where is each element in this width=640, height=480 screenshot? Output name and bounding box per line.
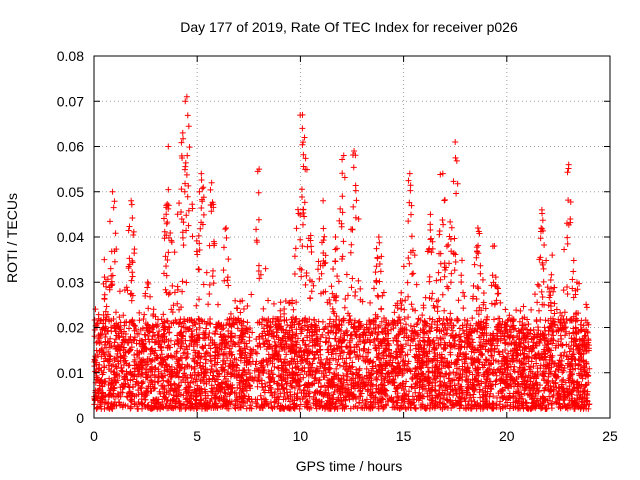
data-point [203, 349, 210, 356]
data-point [163, 317, 170, 324]
data-point [224, 316, 231, 323]
data-point [531, 291, 538, 298]
data-point [561, 309, 568, 316]
data-point [329, 290, 336, 297]
data-point [183, 354, 190, 361]
data-point [249, 329, 256, 336]
data-point [396, 314, 403, 321]
data-point [335, 356, 342, 363]
data-point [136, 317, 143, 324]
data-point [439, 217, 446, 224]
data-point [398, 289, 405, 296]
data-point [120, 333, 127, 340]
data-point [227, 310, 234, 317]
data-point [232, 397, 239, 404]
data-point [405, 314, 412, 321]
data-point [464, 317, 471, 324]
data-point [403, 326, 410, 333]
chart-title: Day 177 of 2019, Rate Of TEC Index for r… [180, 19, 518, 35]
data-points [91, 93, 593, 412]
data-point [397, 297, 404, 304]
data-point [334, 361, 341, 368]
data-point [402, 297, 409, 304]
data-point [291, 253, 298, 260]
data-point [130, 228, 137, 235]
data-point [471, 398, 478, 405]
data-point [231, 355, 238, 362]
data-point [409, 271, 416, 278]
data-point [330, 346, 337, 353]
data-point [293, 225, 300, 232]
data-point [188, 375, 195, 382]
data-point [358, 390, 365, 397]
data-point [332, 357, 339, 364]
data-point [169, 282, 176, 289]
data-point [244, 302, 251, 309]
data-point [160, 311, 167, 318]
data-point [408, 384, 415, 391]
data-point [164, 201, 171, 208]
data-point [221, 277, 228, 284]
data-point [201, 353, 208, 360]
data-point [441, 307, 448, 314]
data-point [451, 267, 458, 274]
data-point [120, 312, 127, 319]
data-point [543, 257, 550, 264]
data-point [352, 292, 359, 299]
data-point [413, 281, 420, 288]
data-point [525, 321, 532, 328]
data-point [253, 350, 260, 357]
data-point [136, 355, 143, 362]
data-point [274, 329, 281, 336]
data-point [328, 283, 335, 290]
data-point [378, 318, 385, 325]
data-point [352, 182, 359, 189]
data-point [470, 282, 477, 289]
data-point [297, 401, 304, 408]
data-point [419, 312, 426, 319]
data-point [342, 295, 349, 302]
data-point [350, 164, 357, 171]
data-point [467, 322, 474, 329]
data-point [474, 328, 481, 335]
data-point [322, 360, 329, 367]
data-point [356, 346, 363, 353]
data-point [347, 405, 354, 412]
data-point [127, 291, 134, 298]
data-point [294, 206, 301, 213]
data-point [205, 301, 212, 308]
data-point [447, 236, 454, 243]
data-point [277, 307, 284, 314]
data-point [348, 241, 355, 248]
data-point [271, 363, 278, 370]
data-point [544, 284, 551, 291]
data-point [152, 338, 159, 345]
data-point [284, 322, 291, 329]
data-point [480, 299, 487, 306]
